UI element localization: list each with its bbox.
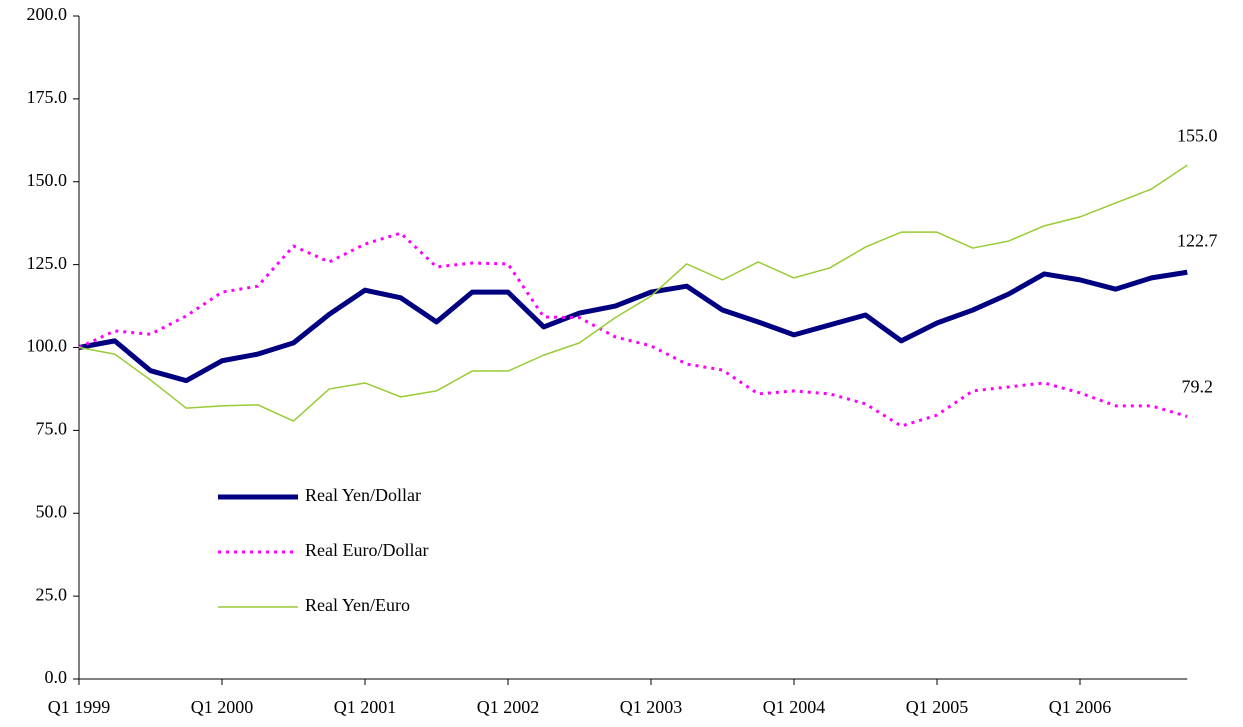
data-label: 79.2 xyxy=(1182,377,1214,397)
legend-label: Real Yen/Dollar xyxy=(305,485,421,505)
x-tick-label: Q1 2002 xyxy=(477,697,540,717)
x-tick-label: Q1 2001 xyxy=(334,697,397,717)
x-tick-label: Q1 2005 xyxy=(906,697,969,717)
x-tick-label: Q1 2004 xyxy=(763,697,826,717)
x-tick-label: Q1 2003 xyxy=(620,697,683,717)
x-tick-label: Q1 2000 xyxy=(191,697,254,717)
y-tick-label: 175.0 xyxy=(27,87,68,107)
data-label: 122.7 xyxy=(1177,230,1218,250)
y-tick-label: 100.0 xyxy=(27,336,68,356)
y-tick-label: 50.0 xyxy=(36,501,68,521)
x-tick-label: Q1 1999 xyxy=(48,697,111,717)
series-line xyxy=(78,164,1188,422)
data-label: 155.0 xyxy=(1177,125,1218,145)
y-tick-label: 0.0 xyxy=(45,667,68,687)
y-tick-label: 150.0 xyxy=(27,170,68,190)
series-line xyxy=(78,269,1188,384)
y-tick-label: 200.0 xyxy=(27,4,68,24)
legend-label: Real Euro/Dollar xyxy=(305,540,428,560)
series-line xyxy=(78,231,1188,428)
legend-label: Real Yen/Euro xyxy=(305,595,410,615)
y-tick-label: 125.0 xyxy=(27,253,68,273)
y-tick-label: 75.0 xyxy=(36,419,68,439)
y-tick-label: 25.0 xyxy=(36,584,68,604)
x-tick-label: Q1 2006 xyxy=(1049,697,1112,717)
